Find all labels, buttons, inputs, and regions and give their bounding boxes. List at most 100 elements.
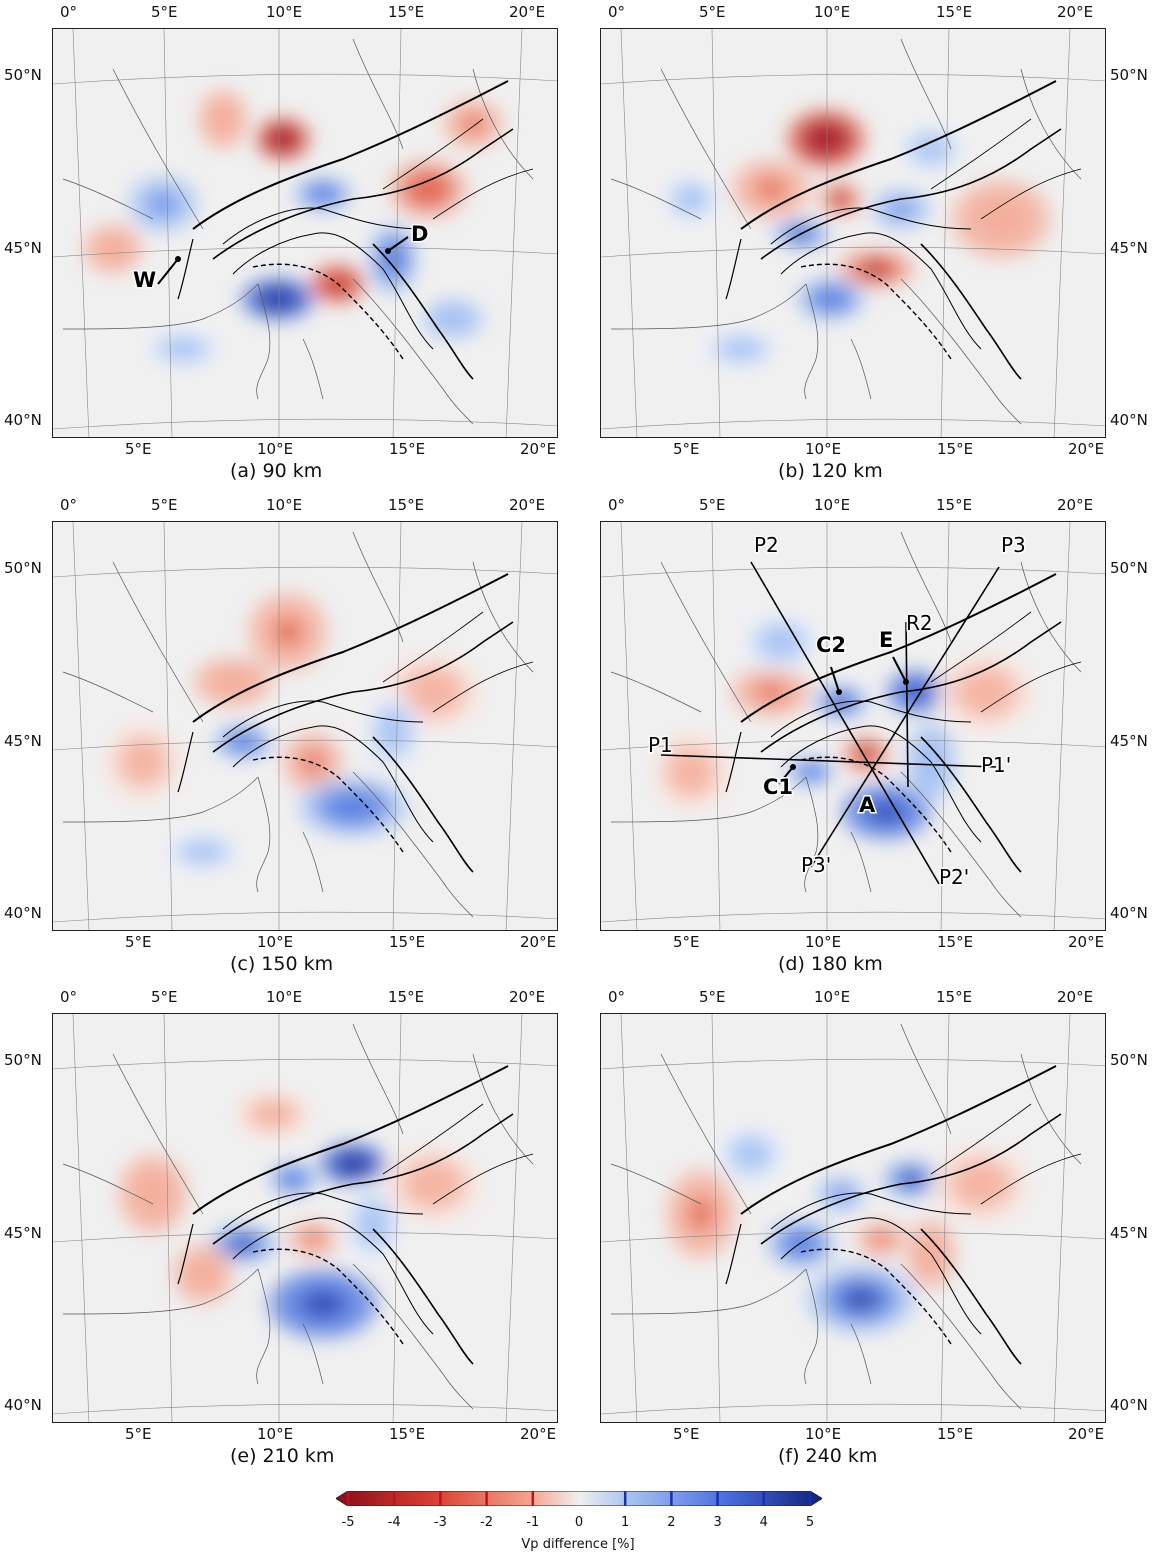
anomaly-blob xyxy=(833,192,849,206)
anomaly-blob xyxy=(218,673,248,691)
coastline xyxy=(62,776,259,823)
fault-line xyxy=(432,168,534,220)
arrow-head xyxy=(175,256,181,262)
bottom-longitude-label: 15°E xyxy=(937,440,974,458)
map-canvas xyxy=(53,1014,557,1422)
arrow-head xyxy=(385,248,391,254)
coastline xyxy=(850,338,872,400)
fault-line xyxy=(920,243,1022,380)
annotation-arrow xyxy=(778,766,794,785)
coastline xyxy=(352,1263,474,1410)
fault-line xyxy=(740,80,1057,230)
velocity-anomaly-field xyxy=(651,612,1036,840)
coastline xyxy=(112,1053,204,1215)
panel-caption: (b) 120 km xyxy=(778,460,883,482)
map-panel-f xyxy=(600,1013,1106,1423)
annotation-label: A xyxy=(859,793,876,817)
coastline xyxy=(1020,561,1082,673)
top-longitude-label: 0° xyxy=(608,496,626,514)
bottom-longitude-label: 15°E xyxy=(389,440,426,458)
anomaly-blob xyxy=(766,631,796,653)
top-longitude-label: 10°E xyxy=(266,988,303,1006)
coastline xyxy=(302,338,324,400)
anomaly-blob xyxy=(983,204,1019,234)
fault-line xyxy=(372,243,474,380)
fault-line xyxy=(372,1228,474,1365)
top-longitude-label: 5°E xyxy=(699,496,726,514)
annotation-arrow xyxy=(830,666,840,693)
coastline xyxy=(900,278,1022,425)
annotation-label: E xyxy=(879,628,893,652)
profile-line xyxy=(905,621,909,788)
fault-line xyxy=(382,1103,484,1175)
top-longitude-label: 15°E xyxy=(388,496,425,514)
coastline xyxy=(352,771,474,918)
fault-line xyxy=(232,232,434,350)
fault-line xyxy=(930,1103,1032,1175)
fault-line xyxy=(980,1153,1082,1205)
fault-line xyxy=(382,611,484,683)
fault-line xyxy=(212,1113,514,1245)
colorbar-gradient xyxy=(335,1490,823,1507)
top-longitude-label: 10°E xyxy=(814,3,851,21)
anomaly-blob xyxy=(382,717,404,747)
top-longitude-label: 5°E xyxy=(151,496,178,514)
bottom-longitude-label: 20°E xyxy=(520,933,557,951)
coastline xyxy=(804,1268,819,1385)
anomaly-blob xyxy=(230,1236,256,1252)
velocity-anomaly-field xyxy=(118,1089,483,1339)
bottom-longitude-label: 10°E xyxy=(805,440,842,458)
bottom-longitude-label: 20°E xyxy=(1068,933,1105,951)
coastline xyxy=(850,831,872,893)
annotation-label: P3' xyxy=(801,853,831,877)
anomaly-blob xyxy=(890,201,912,217)
bottom-longitude-label: 15°E xyxy=(937,1425,974,1443)
velocity-anomaly-field xyxy=(83,89,503,369)
annotation-label: C2 xyxy=(816,633,846,657)
map-panel-b xyxy=(600,28,1106,438)
bottom-longitude-label: 20°E xyxy=(520,1425,557,1443)
anomaly-blob xyxy=(258,1105,288,1123)
anomaly-blob xyxy=(192,1263,214,1285)
profile-line xyxy=(750,561,940,885)
right-latitude-label: 45°N xyxy=(1110,1224,1148,1242)
anomaly-blob xyxy=(302,751,324,773)
left-latitude-label: 40°N xyxy=(4,411,42,429)
coastline xyxy=(352,38,404,150)
right-latitude-label: 40°N xyxy=(1110,1396,1148,1414)
fault-line xyxy=(252,263,404,360)
coastline xyxy=(352,1023,404,1135)
fault-line xyxy=(232,1217,434,1335)
anomaly-blob xyxy=(832,1187,850,1201)
bottom-longitude-label: 5°E xyxy=(673,440,700,458)
arrow-head xyxy=(790,764,796,770)
coastline xyxy=(900,1263,1022,1410)
map-canvas xyxy=(601,1014,1105,1422)
colorbar-tick-label: 0 xyxy=(574,1515,584,1530)
annotation-label: P1' xyxy=(981,753,1011,777)
coastline xyxy=(256,1268,271,1385)
fault-line xyxy=(432,661,534,713)
bottom-longitude-label: 15°E xyxy=(389,933,426,951)
top-longitude-label: 15°E xyxy=(936,496,973,514)
annotation-label: C1 xyxy=(763,775,793,799)
bottom-longitude-label: 10°E xyxy=(257,1425,294,1443)
top-longitude-label: 0° xyxy=(60,988,78,1006)
coastline xyxy=(900,38,952,150)
left-latitude-label: 45°N xyxy=(4,732,42,750)
panel-caption: (c) 150 km xyxy=(230,953,334,975)
fault-line xyxy=(800,756,952,853)
coastline xyxy=(352,278,474,425)
annotation-label: D xyxy=(411,222,428,246)
left-latitude-label: 50°N xyxy=(4,1051,42,1069)
fault-line xyxy=(252,756,404,853)
anomaly-blob xyxy=(362,1209,384,1239)
coastline xyxy=(472,68,534,180)
anomaly-blob xyxy=(963,1169,999,1199)
anomaly-blob xyxy=(273,617,303,647)
anomaly-blob xyxy=(415,677,451,707)
right-latitude-label: 40°N xyxy=(1110,904,1148,922)
anomaly-blob xyxy=(284,1172,302,1186)
top-longitude-label: 0° xyxy=(60,3,78,21)
